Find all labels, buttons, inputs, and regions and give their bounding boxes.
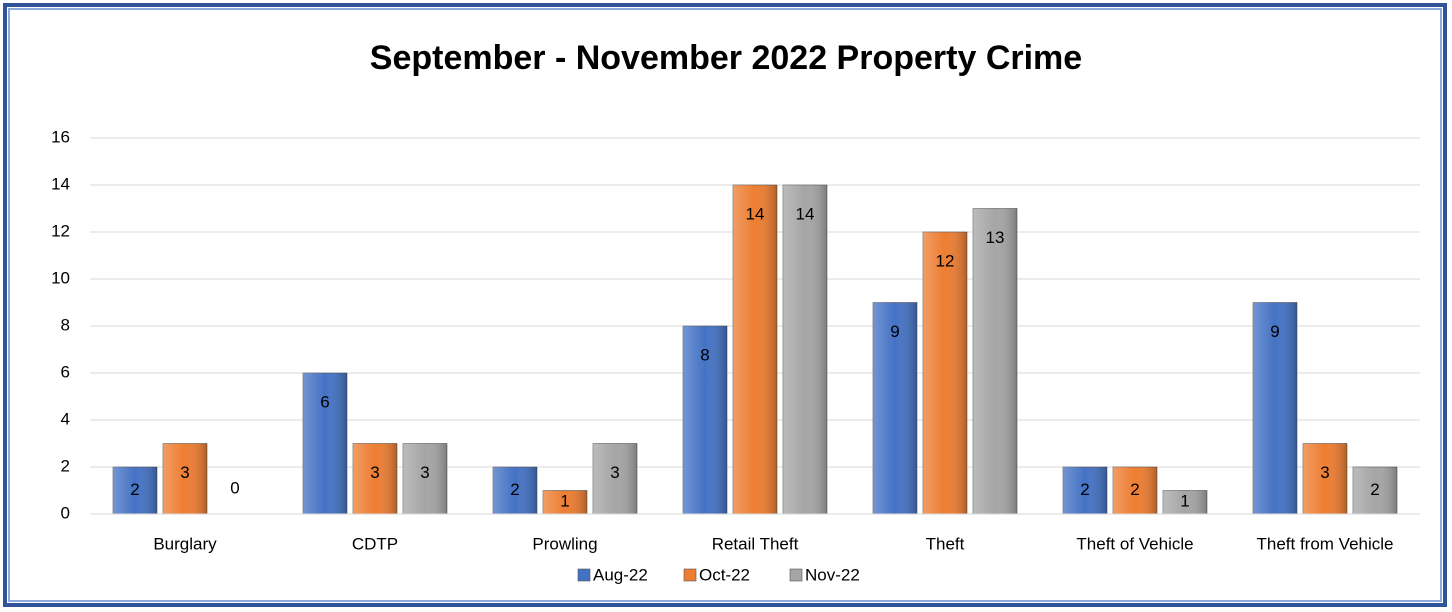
data-label: 3 <box>370 463 379 482</box>
y-tick-label: 0 <box>61 503 70 522</box>
x-tick-label: CDTP <box>352 534 398 553</box>
data-label: 9 <box>890 322 899 341</box>
data-label: 3 <box>610 463 619 482</box>
bar-shade <box>1253 302 1297 514</box>
x-tick-label: Prowling <box>532 534 597 553</box>
y-tick-label: 8 <box>61 315 70 334</box>
legend-label: Nov-22 <box>805 565 860 584</box>
bar-shade <box>113 467 157 514</box>
bar-shade <box>783 185 827 514</box>
y-tick-label: 12 <box>51 221 70 240</box>
data-label: 2 <box>510 480 519 499</box>
x-tick-label: Burglary <box>153 534 217 553</box>
bar-shade <box>403 443 447 514</box>
legend-label: Aug-22 <box>593 565 648 584</box>
bar-shade <box>973 208 1017 514</box>
data-label: 13 <box>986 228 1005 247</box>
data-label: 1 <box>560 492 569 511</box>
x-tick-label: Theft of Vehicle <box>1076 534 1193 553</box>
data-label: 0 <box>230 478 239 497</box>
bar-shade <box>873 302 917 514</box>
bar-shade <box>353 443 397 514</box>
data-label: 6 <box>320 392 329 411</box>
frame-inner <box>8 8 1442 602</box>
legend-label: Oct-22 <box>699 565 750 584</box>
data-label: 9 <box>1270 322 1279 341</box>
x-tick-label: Theft <box>926 534 965 553</box>
data-label: 2 <box>1080 480 1089 499</box>
data-label: 3 <box>420 463 429 482</box>
y-tick-label: 16 <box>51 127 70 146</box>
legend-swatch <box>577 568 591 582</box>
data-label: 12 <box>936 251 955 270</box>
data-label: 14 <box>796 204 815 223</box>
y-tick-label: 6 <box>61 362 70 381</box>
y-tick-label: 10 <box>51 268 70 287</box>
bar-shade <box>923 232 967 514</box>
legend-swatch <box>789 568 803 582</box>
x-tick-label: Retail Theft <box>712 534 799 553</box>
bar-shade <box>683 326 727 514</box>
data-label: 3 <box>1320 463 1329 482</box>
bar-shade <box>163 443 207 514</box>
data-label: 1 <box>1180 492 1189 511</box>
bar-shade <box>1353 467 1397 514</box>
bar-shade <box>593 443 637 514</box>
data-label: 2 <box>130 480 139 499</box>
data-label: 8 <box>700 345 709 364</box>
bar-shade <box>733 185 777 514</box>
bar-shade <box>493 467 537 514</box>
x-tick-label: Theft from Vehicle <box>1256 534 1393 553</box>
bar-shade <box>1163 490 1207 514</box>
data-label: 2 <box>1130 480 1139 499</box>
frame <box>3 3 1447 607</box>
bar-shade <box>1303 443 1347 514</box>
bar-shade <box>1063 467 1107 514</box>
chart-title: September - November 2022 Property Crime <box>370 39 1082 77</box>
data-label: 3 <box>180 463 189 482</box>
bar-shade <box>543 490 587 514</box>
y-tick-label: 4 <box>61 409 70 428</box>
y-tick-label: 2 <box>61 456 70 475</box>
y-tick-label: 14 <box>51 174 70 193</box>
bar-shade <box>1113 467 1157 514</box>
legend-swatch <box>683 568 697 582</box>
data-label: 2 <box>1370 480 1379 499</box>
bar-shade <box>303 373 347 514</box>
data-label: 14 <box>746 204 765 223</box>
